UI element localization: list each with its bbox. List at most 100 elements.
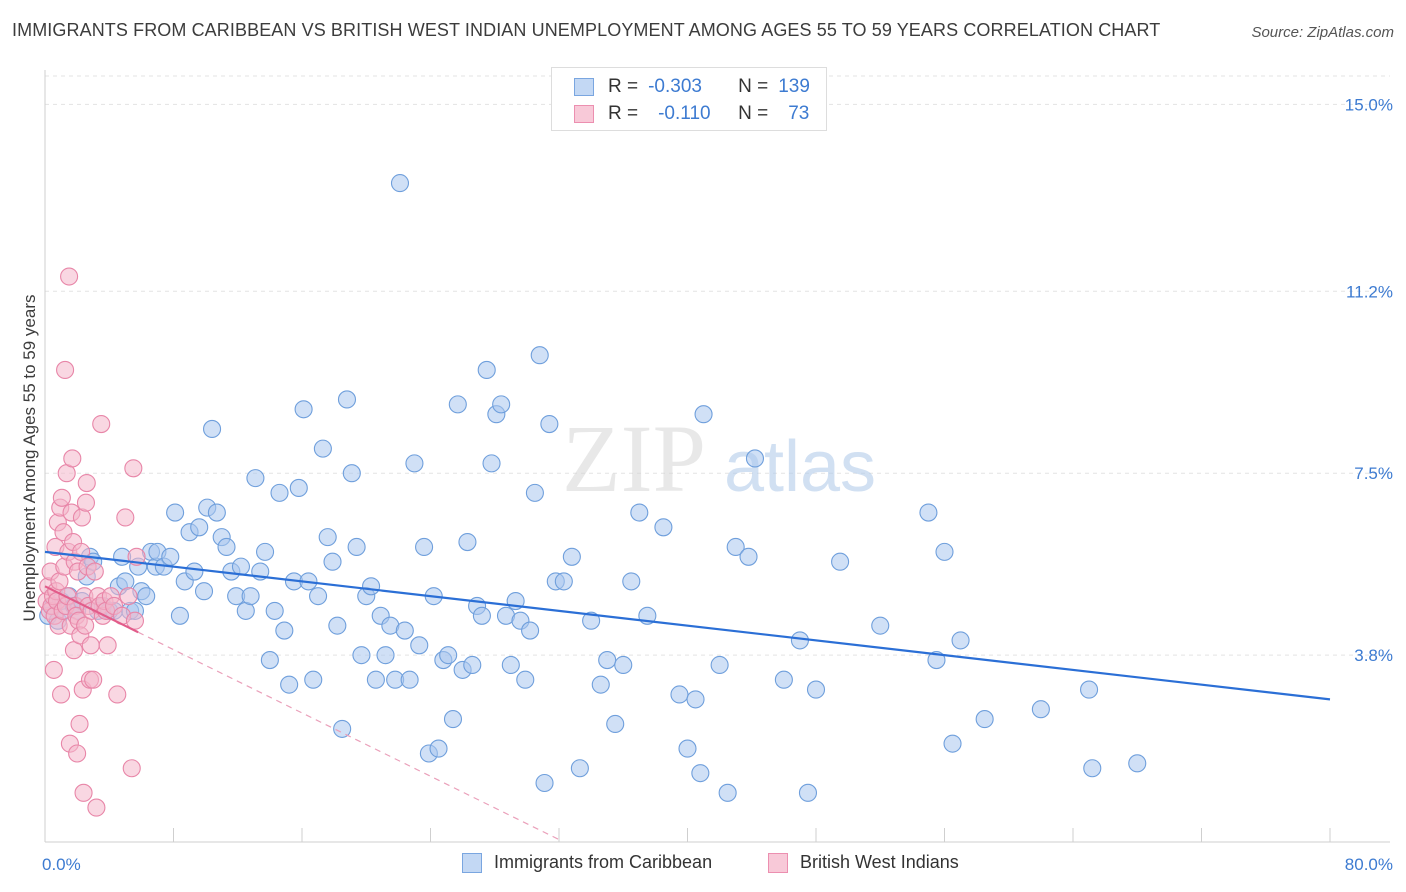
caribbean-point <box>231 557 251 576</box>
caribbean-point <box>289 478 308 498</box>
caribbean-point <box>458 533 477 552</box>
caribbean-point <box>492 395 511 414</box>
caribbean-point <box>871 616 890 635</box>
caribbean-point <box>521 621 540 640</box>
legend-swatch-pink <box>574 105 594 123</box>
caribbean-point <box>516 670 535 689</box>
caribbean-point <box>806 680 826 699</box>
caribbean-point <box>256 542 275 561</box>
chart-title: IMMIGRANTS FROM CARIBBEAN VS BRITISH WES… <box>12 20 1161 40</box>
caribbean-point <box>678 739 697 758</box>
bwi-trend-line-solid <box>44 585 139 634</box>
caribbean-point <box>116 572 135 591</box>
caribbean-point <box>270 483 289 502</box>
caribbean-point <box>739 547 758 566</box>
bwi-point <box>85 562 104 581</box>
caribbean-point <box>304 670 323 689</box>
caribbean-point <box>362 577 381 596</box>
bwi-point <box>63 449 82 468</box>
caribbean-point <box>443 710 463 729</box>
caribbean-point <box>448 395 467 414</box>
caribbean-point <box>439 646 458 665</box>
caribbean-point <box>246 469 265 488</box>
legend-row-bwi: R = -0.110 N = 73 <box>574 102 809 126</box>
caribbean-point <box>207 503 226 522</box>
caribbean-point <box>943 734 962 753</box>
caribbean-point <box>831 552 850 571</box>
caribbean-point <box>429 739 448 758</box>
caribbean-point <box>376 646 395 665</box>
legend-row-caribbean: R = -0.303 N = 139 <box>574 75 810 99</box>
caribbean-point <box>170 606 189 625</box>
caribbean-point <box>137 587 156 606</box>
caribbean-point <box>562 547 581 566</box>
caribbean-point <box>975 710 994 729</box>
caribbean-point <box>217 537 236 557</box>
caribbean-point <box>951 631 970 650</box>
caribbean-point <box>352 646 371 665</box>
caribbean-point <box>691 764 710 783</box>
series-legend-bwi[interactable]: British West Indians <box>768 852 959 873</box>
watermark-zip: ZIP <box>562 405 706 512</box>
caribbean-point <box>166 503 185 522</box>
caribbean-point <box>309 587 328 606</box>
bwi-point <box>44 660 63 679</box>
caribbean-point <box>347 537 366 557</box>
trend-layer <box>44 550 1331 841</box>
caribbean-point <box>1031 700 1050 719</box>
watermark-atlas: atlas <box>724 427 876 507</box>
caribbean-point <box>798 783 818 802</box>
caribbean-point <box>535 773 554 793</box>
caribbean-point <box>185 562 204 581</box>
caribbean-point <box>366 670 385 689</box>
caribbean-point <box>622 572 641 591</box>
caribbean-point <box>614 655 633 675</box>
bwi-point <box>68 744 87 763</box>
bwi-point <box>108 685 127 704</box>
caribbean-point <box>463 655 482 675</box>
caribbean-point <box>935 542 954 561</box>
caribbean-point <box>774 670 793 689</box>
caribbean-point <box>694 405 713 424</box>
correlation-legend: R = -0.303 N = 139 R = -0.110 N = 73 <box>551 67 827 131</box>
caribbean-point <box>190 518 209 537</box>
caribbean-point <box>313 439 332 458</box>
caribbean-point <box>342 464 361 483</box>
bwi-point <box>124 459 143 478</box>
bwi-point <box>92 414 111 434</box>
bwi-point <box>84 670 103 689</box>
legend-r-label: R = <box>608 103 639 124</box>
caribbean-point <box>530 346 549 365</box>
x-tick-label: 0.0% <box>42 855 81 874</box>
source-label: Source: ZipAtlas.com <box>1251 24 1394 41</box>
bwi-trend-line-dashed <box>137 631 560 841</box>
bwi-point <box>70 714 89 734</box>
legend-n-value: 73 <box>788 103 810 124</box>
legend-n-value: 139 <box>778 76 810 97</box>
caribbean-point <box>501 655 520 675</box>
bwi-point <box>52 488 71 507</box>
caribbean-point <box>415 537 434 557</box>
caribbean-point <box>275 621 294 640</box>
series-legend-label: British West Indians <box>800 852 959 872</box>
series-legend-label: Immigrants from Caribbean <box>494 852 713 872</box>
caribbean-point <box>554 572 573 591</box>
bwi-point <box>125 611 144 630</box>
legend-n-label: N = <box>738 103 769 124</box>
legend-r-label: R = <box>608 76 639 97</box>
bwi-point <box>56 360 75 379</box>
caribbean-point <box>405 454 424 473</box>
caribbean-point <box>919 503 938 522</box>
y-tick-label: 11.2% <box>1346 282 1393 301</box>
legend-r-value: -0.303 <box>648 76 702 97</box>
caribbean-point <box>1128 754 1147 773</box>
series-legend-caribbean[interactable]: Immigrants from Caribbean <box>462 852 712 873</box>
caribbean-point <box>241 587 260 606</box>
bwi-point <box>52 685 71 704</box>
series-legend: Immigrants from Caribbean British West I… <box>0 852 1406 878</box>
caribbean-point <box>161 547 180 566</box>
caribbean-point <box>598 651 617 670</box>
caribbean-point <box>1083 759 1102 778</box>
caribbean-point <box>630 503 649 522</box>
